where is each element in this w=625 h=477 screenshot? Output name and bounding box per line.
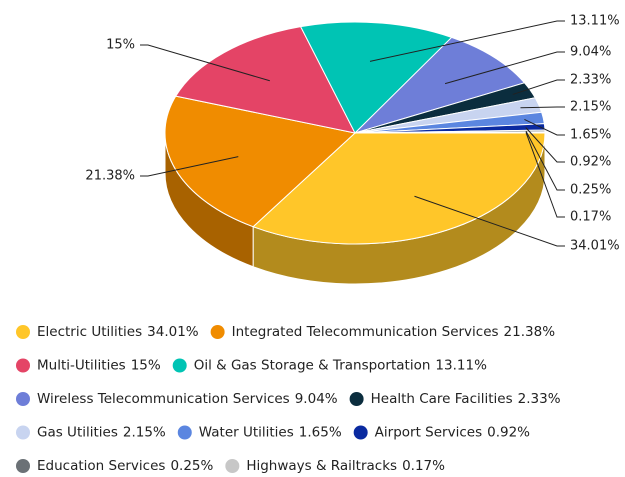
legend-name: Highways & Railtracks xyxy=(246,458,397,474)
leader-line xyxy=(525,132,565,218)
legend-label: Electric Utilities 34.01% xyxy=(37,324,199,340)
legend-value: 0.25% xyxy=(170,458,213,474)
legend-name: Health Care Facilities xyxy=(371,391,513,407)
legend-item: Education Services 0.25% xyxy=(16,458,213,474)
legend-value: 2.33% xyxy=(518,391,561,407)
slice xyxy=(354,36,526,134)
legend-swatch xyxy=(16,425,30,440)
leader-line xyxy=(525,130,565,191)
slice xyxy=(164,95,357,228)
legend-value: 0.92% xyxy=(487,425,530,441)
leader-line xyxy=(140,44,270,82)
data-label: 0.17% xyxy=(570,210,611,225)
legend-label: Oil & Gas Storage & Transportation 13.11% xyxy=(194,358,487,374)
legend-name: Oil & Gas Storage & Transportation xyxy=(194,358,431,374)
legend-label: Health Care Facilities 2.33% xyxy=(371,391,561,407)
legend-label: Airport Services 0.92% xyxy=(375,425,530,441)
legend-item: Wireless Telecommunication Services 9.04% xyxy=(16,391,338,407)
legend-swatch xyxy=(210,325,225,339)
slice xyxy=(299,21,453,134)
legend-item: Electric Utilities 34.01% xyxy=(16,324,199,340)
data-label: 1.65% xyxy=(570,128,611,143)
legend-label: Integrated Telecommunication Services 21.… xyxy=(232,324,556,340)
leader-line xyxy=(369,20,565,62)
legend-swatch xyxy=(225,459,240,473)
legend-value: 2.15% xyxy=(123,425,166,441)
legend-swatch xyxy=(16,392,30,406)
legend-item: Highways & Railtracks 0.17% xyxy=(225,458,445,474)
leader-line xyxy=(414,195,565,247)
data-label: 9.04% xyxy=(570,45,611,60)
legend-label: Multi-Utilities 15% xyxy=(37,358,161,374)
legend-swatch xyxy=(16,358,30,373)
legend-label: Wireless Telecommunication Services 9.04% xyxy=(37,391,338,407)
data-label: 2.33% xyxy=(570,73,611,88)
legend-item: Gas Utilities 2.15% xyxy=(16,425,166,441)
legend-value: 15% xyxy=(131,358,161,374)
data-label: 0.92% xyxy=(570,155,611,170)
legend-name: Education Services xyxy=(37,458,165,474)
legend-name: Water Utilities xyxy=(199,425,294,441)
legend-item: Water Utilities 1.65% xyxy=(177,425,342,441)
legend-swatch xyxy=(177,425,192,440)
data-label: 34.01% xyxy=(570,239,620,254)
legend-name: Gas Utilities xyxy=(37,425,118,441)
legend-name: Wireless Telecommunication Services xyxy=(37,391,290,407)
legend-swatch xyxy=(353,425,368,440)
leader-line xyxy=(444,51,565,85)
legend-value: 34.01% xyxy=(147,324,199,340)
legend-name: Airport Services xyxy=(375,425,482,441)
legend-value: 1.65% xyxy=(299,425,342,441)
leader-line xyxy=(520,106,565,109)
legend-swatch xyxy=(172,358,187,373)
legend-value: 9.04% xyxy=(295,391,338,407)
legend-name: Multi-Utilities xyxy=(37,358,126,374)
legend-value: 0.17% xyxy=(402,458,445,474)
data-label: 0.25% xyxy=(570,183,611,198)
leader-line xyxy=(140,156,239,177)
leader-line xyxy=(525,127,565,163)
legend-label: Gas Utilities 2.15% xyxy=(37,425,166,441)
leader-line xyxy=(524,119,565,136)
data-label: 13.11% xyxy=(570,14,620,29)
legend-item: Airport Services 0.92% xyxy=(353,425,530,441)
legend-item: Health Care Facilities 2.33% xyxy=(349,391,561,407)
data-label: 21.38% xyxy=(85,169,135,184)
legend-item: Oil & Gas Storage & Transportation 13.11% xyxy=(172,358,487,374)
legend-label: Highways & Railtracks 0.17% xyxy=(246,458,445,474)
legend-swatch xyxy=(349,392,364,406)
slice xyxy=(354,131,546,134)
legend-swatch xyxy=(16,325,30,339)
leader-line xyxy=(512,79,565,95)
data-label: 2.15% xyxy=(570,100,611,115)
legend-label: Education Services 0.25% xyxy=(37,458,213,474)
data-label: 15% xyxy=(106,38,135,53)
legend-item: Multi-Utilities 15% xyxy=(16,358,161,374)
legend-name: Electric Utilities xyxy=(37,324,142,340)
legend-swatch xyxy=(16,459,30,473)
legend-value: 13.11% xyxy=(435,358,487,374)
legend-label: Water Utilities 1.65% xyxy=(199,425,342,441)
legend-name: Integrated Telecommunication Services xyxy=(232,324,499,340)
legend-value: 21.38% xyxy=(504,324,556,340)
legend-item: Integrated Telecommunication Services 21.… xyxy=(210,324,556,340)
